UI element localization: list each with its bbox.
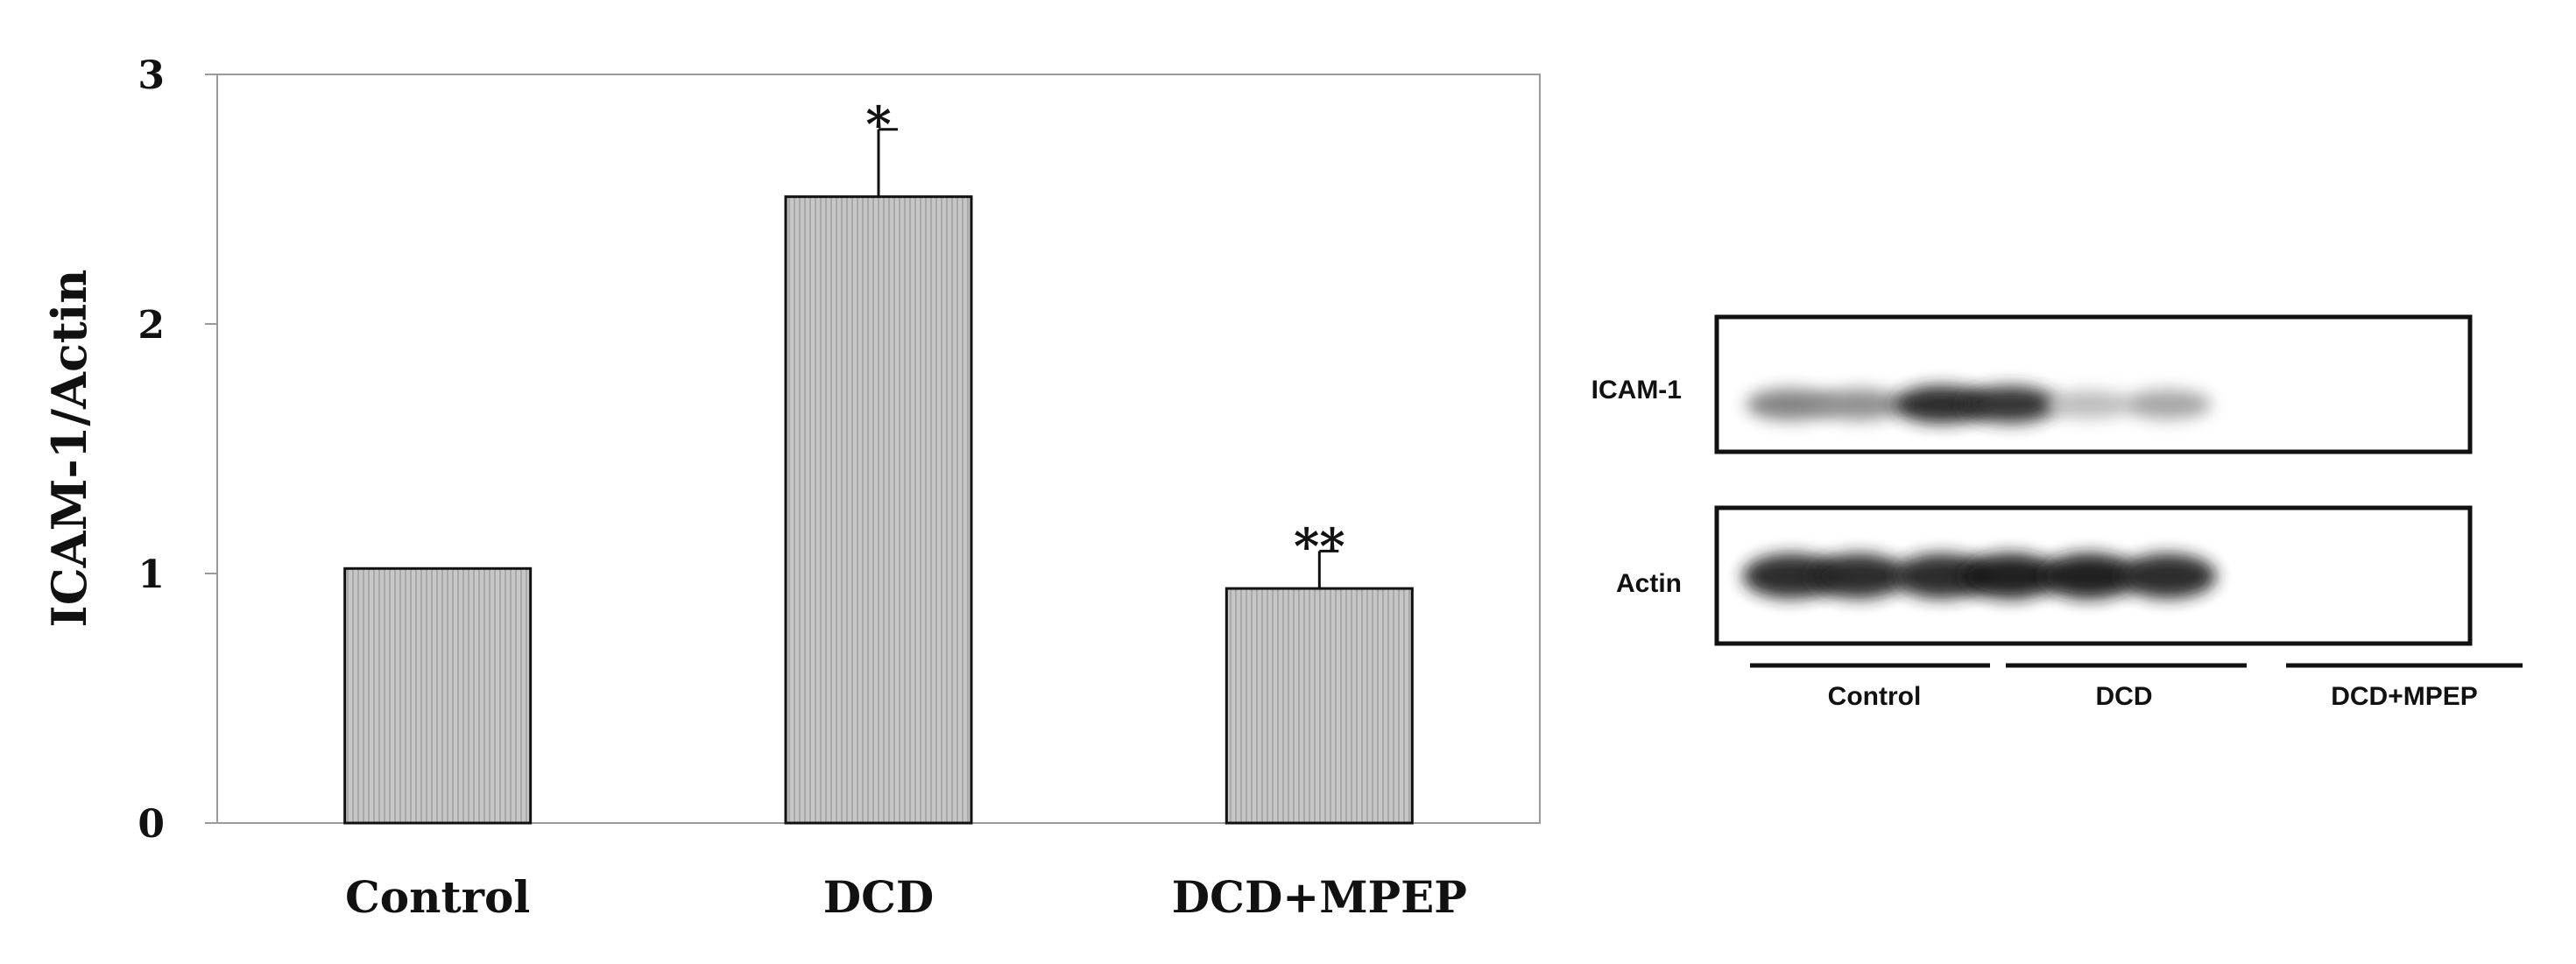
bars: *** xyxy=(343,96,1414,825)
significance-marker: ** xyxy=(1294,517,1345,575)
blot-band xyxy=(1814,389,1903,420)
blot-band xyxy=(2040,553,2138,599)
blot-row-label: ICAM-1 xyxy=(1591,376,1682,405)
blot-band xyxy=(2124,390,2212,419)
y-tick-label: 0 xyxy=(138,802,165,847)
blot-band xyxy=(1962,385,2058,424)
x-axis-labels: Control DCD DCD+MPEP xyxy=(345,871,1467,923)
bar-dcd-mpep xyxy=(1224,587,1414,825)
significance-marker: * xyxy=(865,96,891,154)
blot-band xyxy=(1893,385,1991,424)
blot-group-label: DCD+MPEP xyxy=(2331,682,2478,711)
blot-row-label: Actin xyxy=(1616,569,1682,598)
y-tick-label: 2 xyxy=(138,303,165,348)
blot-band xyxy=(2046,391,2132,419)
y-axis: 0 1 2 3 xyxy=(138,53,217,847)
blot-band xyxy=(2119,553,2217,599)
x-tick-label: Control xyxy=(345,871,530,923)
blot-band xyxy=(1893,553,1991,599)
blot-band xyxy=(1742,553,1840,599)
y-axis-label: ICAM-1/Actin xyxy=(41,269,97,627)
blot-membrane xyxy=(1714,314,2473,454)
bar-dcd xyxy=(784,195,973,825)
y-tick-label: 3 xyxy=(138,53,165,98)
bar-control xyxy=(343,566,533,825)
x-tick-label: DCD+MPEP xyxy=(1172,871,1467,923)
blot-band xyxy=(1746,388,1837,421)
y-tick-label: 1 xyxy=(138,552,165,597)
blot-group-label: Control xyxy=(1828,682,1922,711)
blot-band xyxy=(1810,553,1908,599)
blot-band xyxy=(1961,553,2059,599)
western-blot-panel: ICAM-1 Actin Control DCD DCD+MPEP xyxy=(1591,314,2523,711)
x-tick-label: DCD xyxy=(823,871,935,923)
blot-group-label: DCD xyxy=(2096,682,2153,711)
